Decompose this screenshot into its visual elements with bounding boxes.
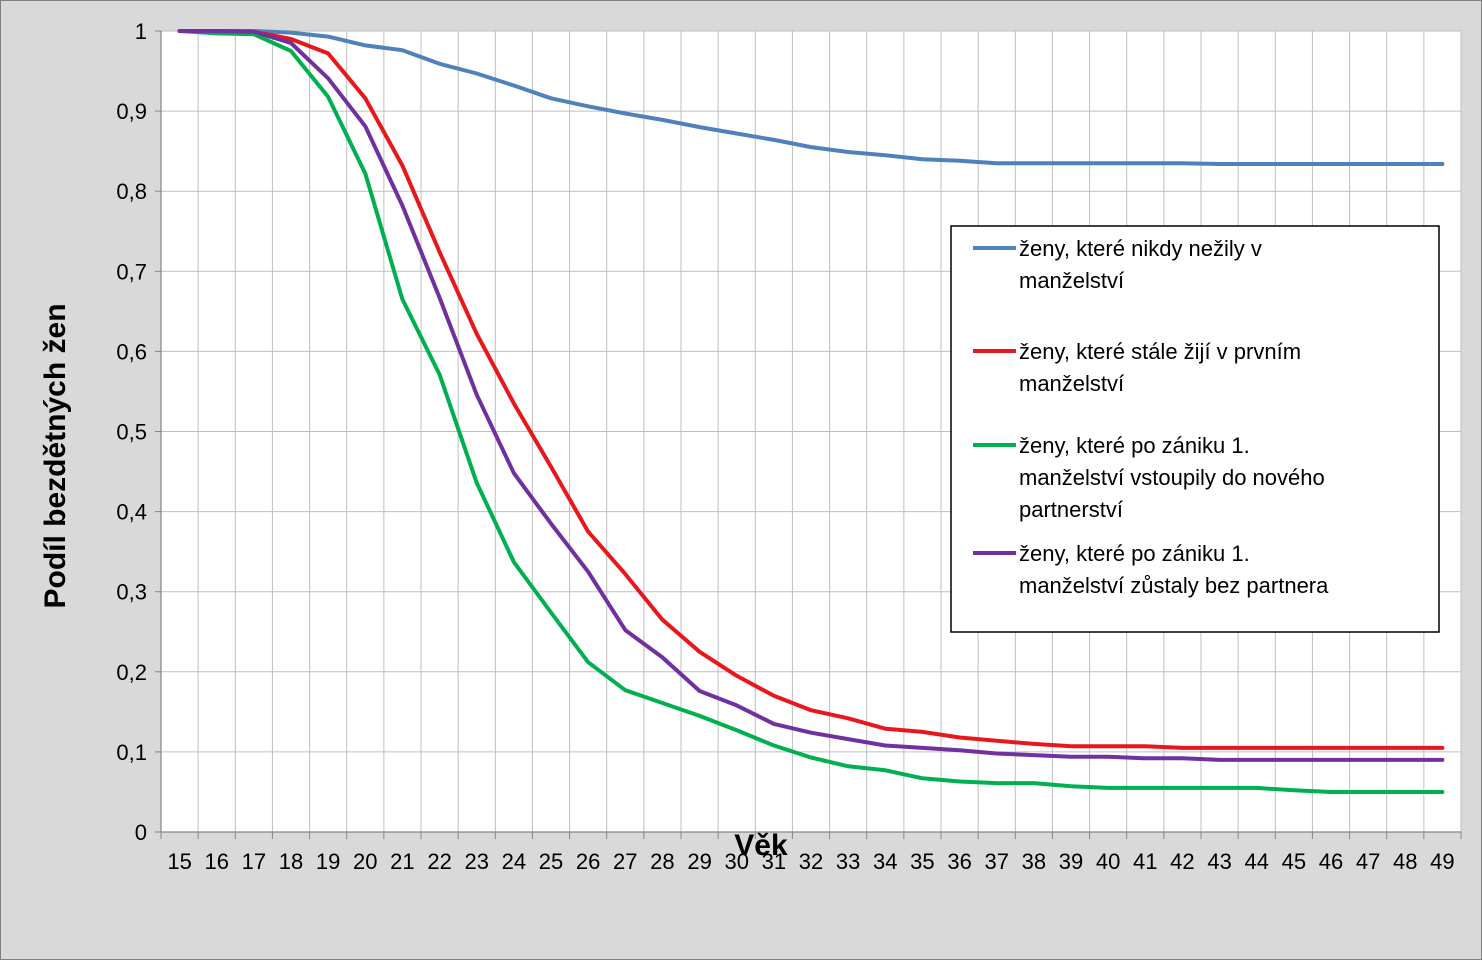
x-tick-label: 26	[576, 849, 600, 874]
legend-label-never-married: manželství	[1019, 268, 1124, 293]
x-tick-label: 42	[1170, 849, 1194, 874]
y-tick-label: 0,9	[116, 99, 147, 124]
x-tick-label: 25	[539, 849, 563, 874]
x-tick-label: 43	[1207, 849, 1231, 874]
legend-label-new-partnership: partnerství	[1019, 497, 1123, 522]
y-tick-label: 0,3	[116, 580, 147, 605]
legend-label-first-marriage: ženy, které stále žijí v prvním	[1019, 339, 1301, 364]
x-tick-label: 46	[1319, 849, 1343, 874]
y-tick-label: 0,4	[116, 500, 147, 525]
x-tick-label: 24	[502, 849, 526, 874]
x-tick-label: 16	[204, 849, 228, 874]
x-tick-label: 21	[390, 849, 414, 874]
y-tick-label: 0,7	[116, 259, 147, 284]
x-tick-label: 17	[242, 849, 266, 874]
x-tick-label: 39	[1059, 849, 1083, 874]
x-tick-label: 40	[1096, 849, 1120, 874]
x-tick-label: 41	[1133, 849, 1157, 874]
x-axis-title: Věk	[734, 829, 788, 862]
y-tick-label: 0,1	[116, 740, 147, 765]
legend-label-first-marriage: manželství	[1019, 371, 1124, 396]
y-axis-title: Podíl bezdětných žen	[39, 303, 72, 608]
x-tick-label: 36	[947, 849, 971, 874]
x-tick-label: 34	[873, 849, 897, 874]
y-tick-label: 0	[135, 820, 147, 845]
x-tick-label: 44	[1244, 849, 1268, 874]
x-tick-label: 22	[427, 849, 451, 874]
legend-label-never-married: ženy, které nikdy nežily v	[1019, 236, 1262, 261]
legend-label-new-partnership: manželství vstoupily do nového	[1019, 465, 1325, 490]
legend-label-new-partnership: ženy, které po zániku 1.	[1019, 433, 1250, 458]
y-tick-label: 0,2	[116, 660, 147, 685]
y-tick-label: 1	[135, 19, 147, 44]
x-tick-label: 23	[464, 849, 488, 874]
x-tick-label: 38	[1022, 849, 1046, 874]
x-tick-label: 33	[836, 849, 860, 874]
x-tick-label: 37	[984, 849, 1008, 874]
x-tick-label: 45	[1282, 849, 1306, 874]
y-tick-label: 0,5	[116, 420, 147, 445]
x-tick-label: 29	[687, 849, 711, 874]
x-tick-label: 18	[279, 849, 303, 874]
y-tick-label: 0,8	[116, 179, 147, 204]
x-tick-label: 15	[167, 849, 191, 874]
x-tick-label: 47	[1356, 849, 1380, 874]
x-tick-label: 49	[1430, 849, 1454, 874]
x-tick-label: 48	[1393, 849, 1417, 874]
legend: ženy, které nikdy nežily v manželství ženy…	[951, 226, 1439, 632]
x-tick-label: 27	[613, 849, 637, 874]
x-tick-label: 32	[799, 849, 823, 874]
x-tick-label: 19	[316, 849, 340, 874]
x-tick-label: 20	[353, 849, 377, 874]
legend-label-no-partner: manželství zůstaly bez partnera	[1019, 573, 1329, 598]
x-tick-label: 28	[650, 849, 674, 874]
legend-label-no-partner: ženy, které po zániku 1.	[1019, 541, 1250, 566]
y-tick-label: 0,6	[116, 339, 147, 364]
x-tick-label: 35	[910, 849, 934, 874]
